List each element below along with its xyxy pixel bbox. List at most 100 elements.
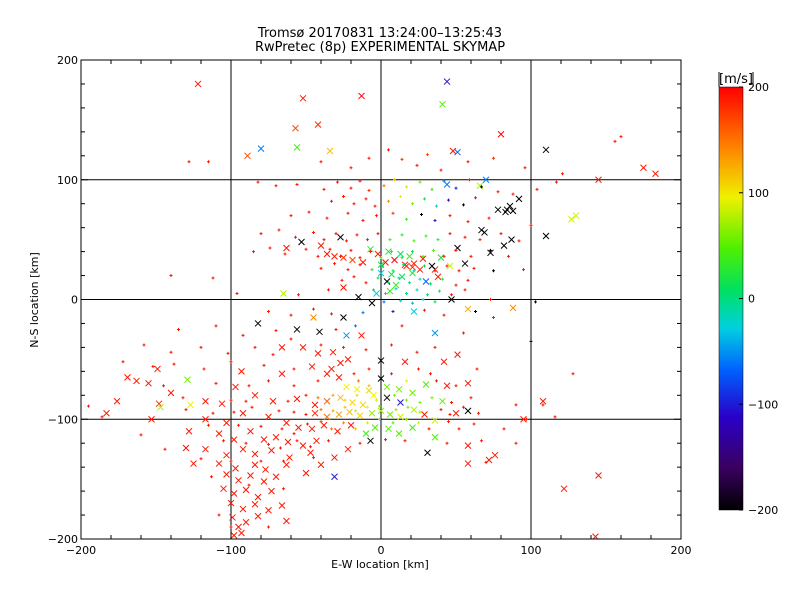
data-point-dot	[262, 363, 266, 367]
data-point-cross	[311, 409, 319, 417]
data-point-dot	[210, 475, 213, 479]
data-point-dot	[307, 210, 311, 214]
data-point-dot	[463, 288, 467, 292]
data-point-cross	[443, 181, 451, 188]
x-tick-label: −200	[66, 544, 96, 557]
data-point-cross	[326, 147, 334, 155]
data-point-dot	[364, 281, 368, 285]
data-point-cross	[464, 379, 472, 387]
data-point-dot	[529, 223, 533, 227]
data-point-dot	[280, 427, 284, 431]
data-point-cross	[323, 413, 331, 421]
data-point-dot	[430, 396, 434, 400]
data-point-dot	[405, 379, 408, 383]
data-point-dot	[448, 232, 452, 236]
data-point-dot	[391, 309, 395, 313]
data-point-cross	[542, 232, 550, 240]
data-point-dot	[442, 254, 446, 258]
data-points	[87, 78, 659, 539]
data-point-cross	[482, 176, 490, 184]
data-point-cross	[284, 438, 292, 446]
data-point-dot	[522, 268, 525, 272]
data-point-cross	[509, 207, 517, 215]
data-point-dot	[382, 300, 386, 304]
data-point-cross	[202, 415, 209, 423]
data-point-dot	[267, 379, 270, 383]
data-point-dot	[423, 264, 426, 268]
data-point-cross	[373, 290, 380, 297]
data-point-dot	[394, 287, 398, 291]
data-point-dot	[309, 445, 312, 449]
data-point-dot	[375, 214, 378, 218]
data-point-cross	[383, 278, 391, 285]
data-point-cross	[286, 454, 293, 461]
data-point-dot	[405, 292, 408, 296]
data-point-dot	[372, 288, 375, 292]
data-point-dot	[328, 247, 332, 251]
data-point-dot	[358, 263, 362, 267]
data-point-cross	[422, 278, 430, 285]
data-point-cross	[223, 470, 230, 478]
data-point-cross	[215, 430, 223, 437]
data-point-dot	[423, 197, 426, 201]
data-point-dot	[366, 405, 369, 409]
data-point-cross	[317, 461, 325, 469]
data-point-dot	[400, 256, 404, 260]
data-point-dot	[391, 211, 395, 215]
data-point-dot	[139, 433, 143, 437]
data-point-dot	[304, 393, 308, 397]
data-point-dot	[367, 384, 371, 388]
data-point-dot	[388, 238, 392, 242]
data-point-dot	[400, 324, 404, 328]
data-point-cross	[346, 408, 353, 416]
data-point-dot	[406, 405, 410, 409]
data-point-cross	[340, 284, 347, 291]
data-point-cross	[254, 512, 262, 520]
data-point-dot	[222, 439, 225, 443]
data-point-dot	[457, 427, 461, 431]
gridlines	[81, 60, 681, 539]
data-point-dot	[306, 422, 309, 426]
data-point-dot	[181, 396, 185, 400]
data-point-dot	[184, 408, 188, 412]
data-point-dot	[487, 216, 491, 220]
data-point-cross	[446, 262, 454, 270]
data-point-cross	[406, 253, 413, 260]
data-point-dot	[361, 218, 365, 222]
data-point-dot	[282, 459, 285, 463]
data-point-cross	[374, 250, 382, 258]
data-point-dot	[400, 157, 404, 161]
data-point-cross	[242, 518, 250, 526]
data-point-dot	[391, 269, 395, 273]
data-point-dot	[361, 311, 365, 315]
data-point-dot	[358, 179, 362, 183]
data-point-cross	[148, 415, 155, 423]
data-point-cross	[481, 229, 488, 236]
data-point-dot	[384, 438, 387, 442]
data-point-dot	[279, 446, 282, 450]
data-point-dot	[466, 278, 470, 282]
data-point-dot	[448, 412, 452, 416]
data-point-dot	[289, 214, 293, 218]
data-point-dot	[433, 269, 437, 273]
data-point-dot	[426, 153, 429, 157]
data-point-dot	[244, 441, 248, 445]
data-point-cross	[377, 375, 385, 382]
data-point-dot	[229, 360, 233, 364]
data-point-cross	[331, 473, 338, 481]
data-point-dot	[295, 439, 299, 443]
data-point-dot	[435, 379, 438, 383]
data-point-cross	[371, 424, 379, 431]
data-point-dot	[214, 324, 218, 328]
data-point-dot	[418, 277, 422, 281]
data-point-cross	[293, 144, 301, 151]
data-point-cross	[323, 250, 331, 258]
data-point-dot	[259, 424, 263, 428]
data-point-dot	[355, 393, 359, 397]
data-point-dot	[433, 218, 437, 222]
data-point-dot	[319, 343, 323, 347]
data-point-cross	[299, 94, 307, 102]
data-point-dot	[454, 186, 458, 190]
data-point-dot	[292, 367, 296, 371]
data-point-dot	[354, 324, 357, 328]
